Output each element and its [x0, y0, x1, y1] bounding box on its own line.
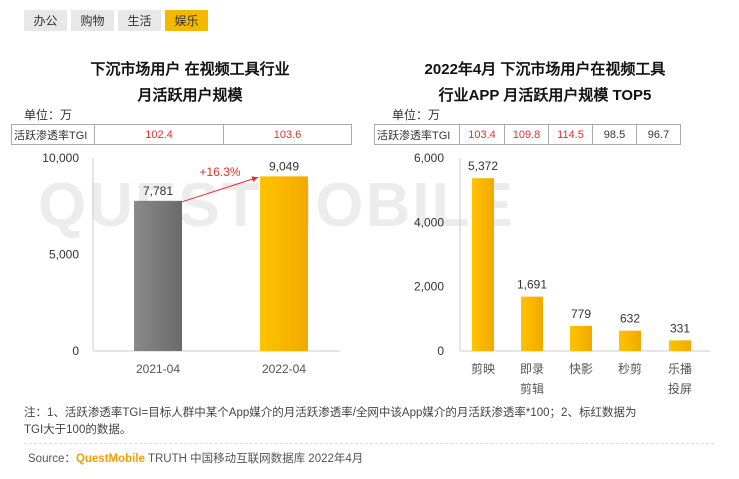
x-tick-label: 剪映 — [471, 361, 495, 376]
y-tick-label: 4,000 — [414, 215, 444, 229]
bar-value-label: 5,372 — [468, 159, 498, 173]
category-tabs: 办公 购物 生活 娱乐 — [24, 10, 208, 31]
right-tgi-label: 活跃渗透率TGI — [377, 129, 451, 142]
y-tick-label: 2,000 — [414, 280, 444, 294]
x-tick-label: 快影 — [569, 362, 593, 376]
x-tick-label: 2022-04 — [262, 362, 306, 376]
bar-2021-04 — [134, 200, 182, 351]
bar-value-label: 632 — [620, 312, 640, 326]
source-text: TRUTH 中国移动互联网数据库 2022年4月 — [144, 453, 364, 465]
x-tick-label: 即录 — [520, 362, 544, 376]
growth-label: +16.3% — [199, 165, 240, 179]
y-tick-label: 6,000 — [414, 151, 444, 165]
source-brand: QuestMobile — [75, 453, 145, 465]
bar-快影 — [570, 325, 592, 351]
left-chart-title: 下沉市场用户 在视频工具行业 月活跃用户规模 — [40, 57, 340, 109]
left-unit-label: 单位：万 — [24, 108, 73, 122]
x-tick-label: 剪辑 — [520, 381, 544, 396]
left-chart-title-line2: 月活跃用户规模 — [137, 87, 243, 104]
source-line: Source：QuestMobile TRUTH 中国移动互联网数据库 2022… — [28, 450, 363, 466]
divider — [24, 443, 714, 444]
right-chart-title: 2022年4月 下沉市场用户在视频工具 行业APP 月活跃用户规模 TOP5 — [390, 57, 700, 109]
left-tgi-value: 103.6 — [223, 125, 351, 144]
bar-乐播投屏 — [669, 340, 691, 351]
left-chart-title-line1: 下沉市场用户 在视频工具行业 — [90, 61, 290, 78]
bar-value-label: 9,049 — [269, 159, 299, 173]
tab-entertainment[interactable]: 娱乐 — [165, 10, 208, 31]
right-chart-title-line2: 行业APP 月活跃用户规模 TOP5 — [438, 87, 652, 104]
bar-即录剪辑 — [521, 296, 543, 351]
bar-value-label: 1,691 — [517, 278, 547, 292]
left-tgi-label: 活跃渗透率TGI — [14, 129, 88, 142]
right-tgi-value: 114.5 — [548, 125, 592, 144]
y-tick-label: 0 — [437, 344, 444, 358]
footnote-line1: 注：1、活跃渗透率TGI=目标人群中某个App媒介的月活跃渗透率/全网中该App… — [24, 407, 637, 419]
source-prefix: Source： — [28, 453, 76, 465]
bar-value-label: 779 — [571, 307, 591, 321]
tab-shopping[interactable]: 购物 — [71, 10, 114, 31]
x-tick-label: 2021-04 — [136, 362, 180, 376]
y-tick-label: 10,000 — [42, 151, 79, 165]
left-tgi-table: 活跃渗透率TGI 102.4 103.6 — [11, 124, 352, 145]
x-tick-label: 乐播 — [668, 362, 692, 376]
right-tgi-table: 活跃渗透率TGI 103.4 109.8 114.5 98.5 96.7 — [374, 124, 681, 145]
x-tick-label: 投屏 — [668, 381, 692, 396]
bar-value-label: 331 — [670, 321, 690, 335]
right-tgi-value: 103.4 — [459, 125, 504, 144]
tab-office[interactable]: 办公 — [24, 10, 67, 31]
right-tgi-value: 109.8 — [504, 125, 548, 144]
footnote-line2: TGI大于100的数据。 — [24, 424, 132, 436]
x-tick-label: 秒剪 — [618, 361, 642, 376]
y-tick-label: 0 — [72, 344, 79, 358]
growth-arrow — [181, 176, 259, 203]
right-unit-label: 单位：万 — [392, 108, 441, 122]
bar-value-label: 7,781 — [143, 184, 173, 198]
footnote: 注：1、活跃渗透率TGI=目标人群中某个App媒介的月活跃渗透率/全网中该App… — [24, 405, 714, 439]
bar-2022-04 — [260, 176, 308, 351]
right-chart-title-line1: 2022年4月 下沉市场用户在视频工具 — [424, 61, 666, 78]
left-tgi-value: 102.4 — [94, 125, 223, 144]
tab-life[interactable]: 生活 — [118, 10, 161, 31]
bar-秒剪 — [619, 330, 641, 351]
right-tgi-value: 98.5 — [592, 125, 636, 144]
right-tgi-value: 96.7 — [636, 125, 680, 144]
left-bar-chart: 10,000 5,000 0 7,781 2021-04 9,049 2022-04 +16.… — [42, 151, 340, 376]
bar-剪映 — [472, 178, 494, 351]
y-tick-label: 5,000 — [49, 248, 79, 262]
